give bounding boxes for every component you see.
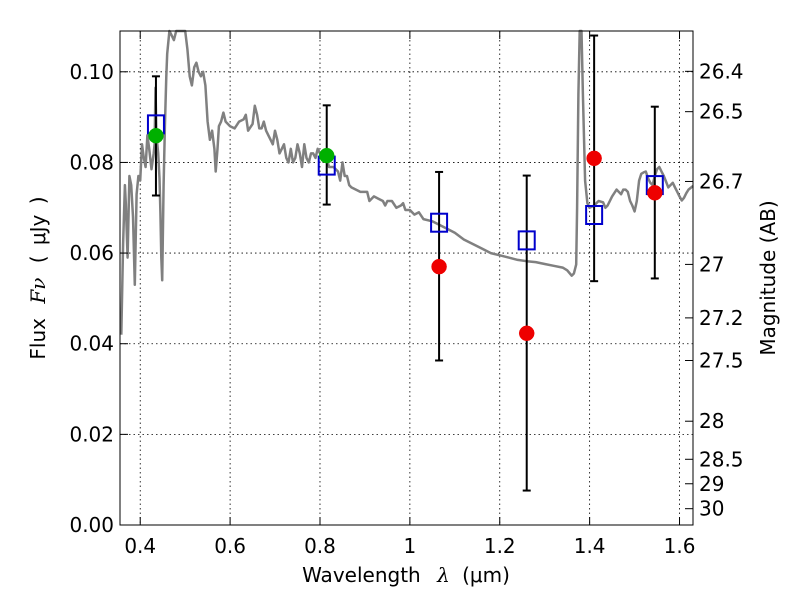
y-right-tick-label: 27	[699, 252, 724, 276]
x-tick-label: 1.4	[574, 534, 606, 558]
y-axis-unit: μJy	[26, 214, 50, 245]
plot-frame	[119, 30, 694, 526]
x-tick-label: 0.8	[304, 534, 336, 558]
y-tick-label: 0.04	[69, 332, 114, 356]
sed-line-layer	[120, 29, 694, 335]
y-tick-label: 0.06	[69, 241, 114, 265]
x-axis-label: Wavelength	[302, 563, 421, 587]
y-tick-label: 0.08	[69, 150, 114, 174]
x-tick-label: 0.4	[124, 534, 156, 558]
y-axis-label: Flux	[26, 318, 50, 360]
x-axis-title: Wavelength λ (μm)	[302, 563, 510, 587]
y-right-tick-label: 28	[699, 409, 724, 433]
y-right-tick-label: 26.7	[699, 169, 744, 193]
y-tick-label: 0.10	[69, 60, 114, 84]
x-axis-unit: (μm)	[462, 563, 510, 587]
detection-point	[318, 147, 335, 164]
y-tick-label: 0.02	[69, 422, 114, 446]
observed-point	[647, 185, 663, 201]
y-axis-open-paren: (	[26, 255, 50, 263]
y-axis-close-paren: )	[26, 196, 50, 204]
x-axis-symbol: λ	[436, 563, 450, 587]
observed-point	[586, 150, 602, 167]
model-photometry-square	[430, 212, 449, 233]
y-right-tick-label: 30	[699, 497, 724, 521]
x-tick-label: 1.2	[484, 534, 516, 558]
y-right-tick-label: 27.5	[699, 348, 744, 372]
tick-layer: 0.4 0.6 0.8 1 1.2 1.4 1.6 0.00 0.02 0.04 0.06 0.08 0…	[69, 31, 744, 558]
y-axis-symbol: Fν	[26, 278, 50, 305]
marker-layer	[146, 114, 664, 342]
y-right-tick-label: 29	[699, 472, 724, 496]
model-photometry-square	[517, 230, 536, 251]
y-right-tick-label: 26.5	[699, 100, 744, 124]
y-right-tick-label: 27.2	[699, 306, 744, 330]
detection-point	[148, 127, 164, 144]
x-tick-label: 0.6	[214, 534, 246, 558]
y-right-axis-title: Magnitude (AB)	[756, 200, 780, 355]
sed-line	[120, 29, 694, 335]
y-right-tick-label: 28.5	[699, 447, 744, 471]
y-axis-title: Flux Fν ( μJy )	[26, 196, 50, 359]
observed-point	[431, 258, 447, 275]
y-right-tick-label: 26.4	[699, 59, 744, 83]
y-tick-label: 0.00	[69, 513, 114, 537]
x-tick-label: 1	[404, 534, 417, 558]
x-tick-label: 1.6	[664, 534, 696, 558]
model-photometry-square	[585, 205, 604, 226]
observed-point	[518, 325, 535, 342]
